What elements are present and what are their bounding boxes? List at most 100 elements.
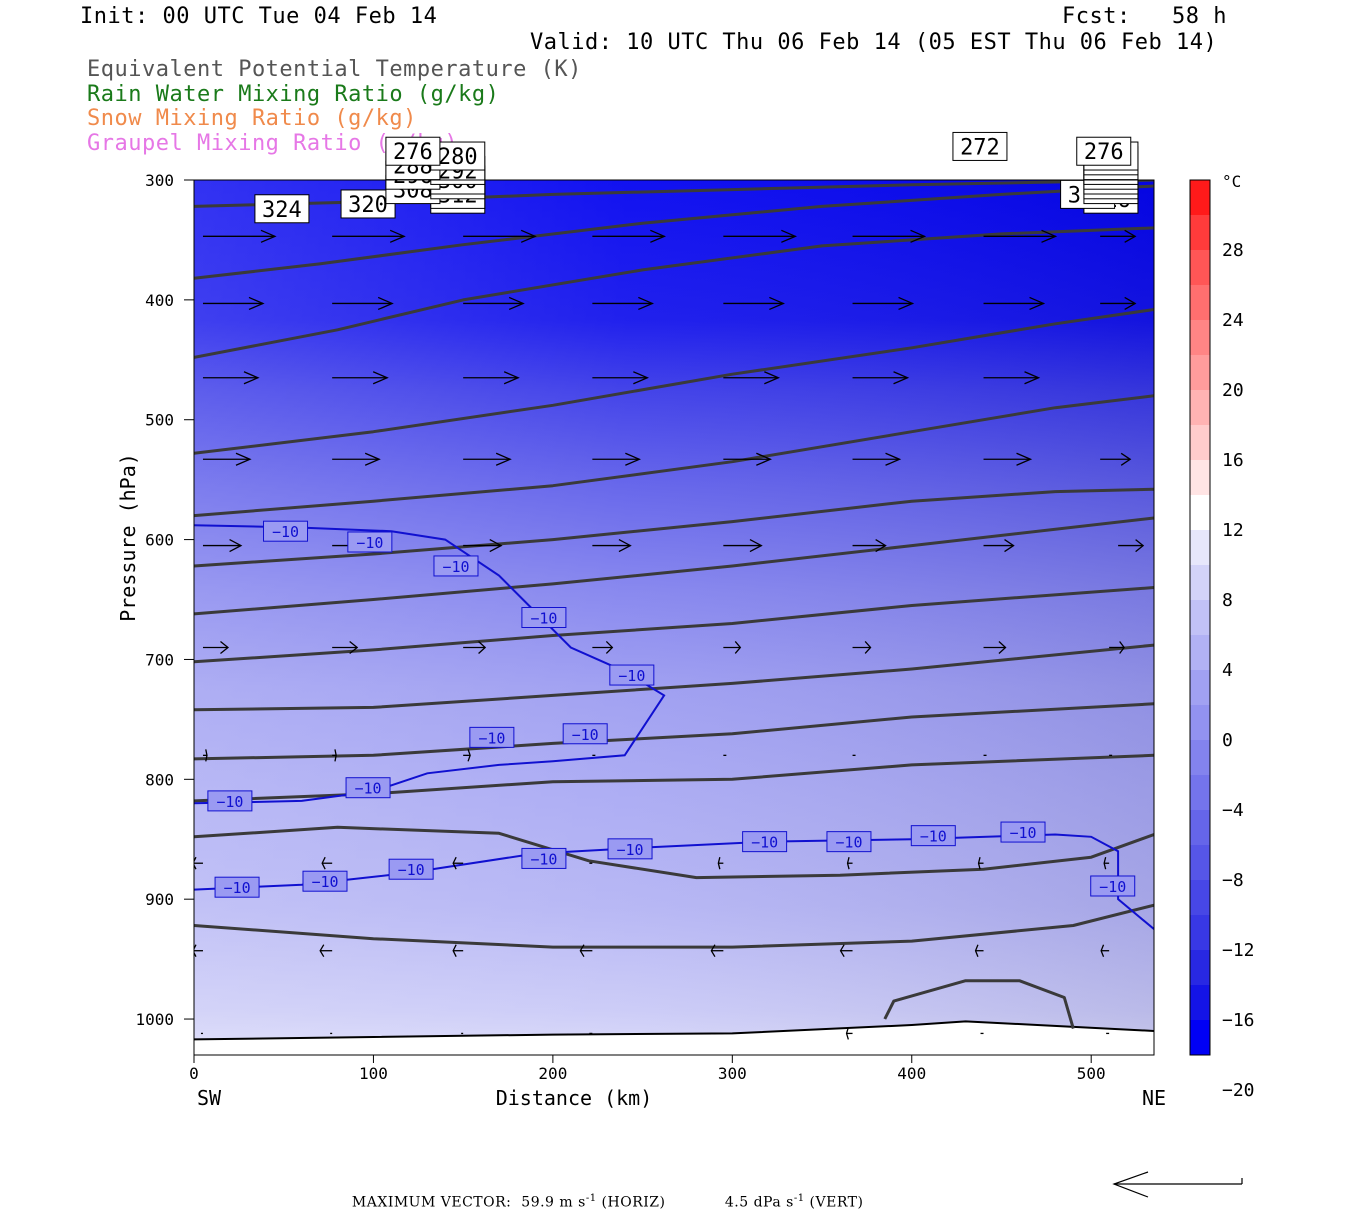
- wind-vector-head: [1016, 452, 1033, 466]
- temp-label: −10: [469, 726, 515, 748]
- temp-label-text: −10: [616, 841, 643, 859]
- temp-label-text: −10: [216, 793, 243, 811]
- temp-label: −10: [302, 870, 348, 892]
- x-end-label-left: SW: [197, 1086, 222, 1110]
- wind-vector: [463, 749, 471, 762]
- wind-vector-head: [364, 452, 381, 466]
- wind-vector: [723, 452, 772, 466]
- wind-vector-head: [1041, 229, 1058, 243]
- wind-vector-head: [243, 371, 260, 385]
- temp-label-box: [388, 858, 434, 880]
- wind-vector-head: [717, 857, 721, 870]
- footer-vector-scale: MAXIMUM VECTOR: 59.9 m s-1 (HORIZ) 4.5 d…: [342, 1177, 863, 1211]
- colorbar-label: 4: [1222, 660, 1233, 681]
- below-ground-area: [194, 1021, 1154, 1055]
- vert-value: 4.5 dPa s: [724, 1194, 794, 1211]
- wind-vector: [592, 641, 614, 654]
- colorbar-swatch: [1190, 600, 1210, 636]
- wind-vector-head: [229, 539, 243, 553]
- theta-e-contour-292: [194, 643, 1154, 712]
- temp-label: −10: [910, 825, 956, 847]
- wind-vector: [332, 452, 381, 466]
- wind-vector: [194, 944, 203, 958]
- theta-e-label: 272: [952, 131, 1008, 161]
- colorbar-swatch: [1190, 950, 1210, 986]
- wind-vector-head: [1024, 371, 1041, 385]
- wind-vector: [202, 640, 230, 654]
- wind-vector-head: [467, 749, 471, 762]
- wind-vector-head: [618, 539, 632, 553]
- wind-vector-head: [910, 229, 927, 243]
- wind-vector: [321, 856, 333, 870]
- wind-vector: [723, 371, 780, 385]
- wind-vector: [202, 296, 265, 311]
- colorbar-swatch: [1190, 425, 1210, 461]
- temp-label-text: −10: [920, 828, 947, 846]
- temp-label: −10: [388, 858, 434, 880]
- horiz-value: 59.9 m s: [521, 1194, 586, 1211]
- temp-label-text: −10: [224, 879, 251, 897]
- wind-vector: [723, 296, 785, 311]
- wind-vector: [202, 452, 252, 466]
- colorbar-swatch: [1190, 565, 1210, 601]
- legend-graupel: Graupel Mixing Ratio (g/kg): [87, 131, 459, 156]
- temp-label-box: [826, 831, 872, 853]
- theta-e-label-box: [952, 131, 1008, 161]
- theta-e-label-text: 324: [262, 198, 302, 223]
- theta-e-contour-280: [194, 825, 1154, 880]
- wind-vector-head: [220, 640, 230, 654]
- wind-vector-head: [638, 296, 655, 311]
- wind-vector: [452, 856, 464, 870]
- colorbar-swatch: [1190, 985, 1210, 1021]
- temp-label: −10: [521, 607, 567, 628]
- colorbar-swatch: [1190, 635, 1210, 671]
- colorbar-label: 16: [1222, 450, 1244, 471]
- wind-vector: [1109, 641, 1125, 654]
- wind-vector-head: [1124, 296, 1137, 311]
- y-axis-title: Pressure (hPa): [116, 453, 140, 622]
- temp-label-text: −10: [530, 610, 557, 628]
- wind-vector-head: [974, 944, 979, 957]
- wind-vector-head: [260, 229, 277, 243]
- wind-vector-head: [205, 749, 208, 762]
- wind-vector: [332, 640, 359, 654]
- temp-label-text: −10: [442, 558, 469, 576]
- x-tick-label: 400: [897, 1064, 926, 1083]
- colorbar-swatch: [1190, 810, 1210, 846]
- forecast-hour-label: Fcst: 58 h: [1062, 4, 1227, 29]
- wind-vector-head: [625, 452, 642, 466]
- temp-label: −10: [214, 876, 260, 898]
- wind-vector-head: [633, 371, 650, 385]
- y-tick-label: 900: [145, 890, 174, 909]
- wind-vector: [723, 229, 797, 243]
- temp-label: −10: [562, 723, 608, 745]
- wind-vector: [202, 229, 277, 243]
- temp-label-text: −10: [751, 834, 778, 852]
- wind-vector: [983, 452, 1033, 466]
- colorbar-swatch: [1190, 320, 1210, 356]
- wind-vector: [463, 371, 520, 385]
- wind-vector-head: [489, 539, 503, 553]
- theta-e-label-text: 276: [393, 140, 433, 165]
- y-tick-label: 800: [145, 770, 174, 789]
- colorbar-swatch: [1190, 915, 1210, 951]
- wind-vector-head: [194, 944, 197, 958]
- colorbar-label: −12: [1222, 940, 1255, 961]
- theta-e-label-box: [254, 194, 310, 224]
- temp-label-text: −10: [355, 780, 382, 798]
- wind-vector: [845, 1027, 853, 1040]
- vert-exponent: -1: [793, 1193, 805, 1204]
- wind-vector-head: [1029, 296, 1046, 311]
- wind-vector: [852, 452, 902, 466]
- wind-vector-head: [898, 296, 915, 311]
- theta-e-contour-288: [194, 702, 1154, 761]
- wind-vector-head: [885, 452, 902, 466]
- legend-snow: Snow Mixing Ratio (g/kg): [87, 106, 417, 131]
- temp-label-box: [521, 607, 567, 628]
- wind-vector: [1100, 296, 1137, 311]
- colorbar-swatch: [1190, 880, 1210, 916]
- temp-label-box: [910, 825, 956, 847]
- temp-label-box: [263, 520, 309, 542]
- wind-vector-head: [478, 640, 487, 654]
- wind-vector: [463, 229, 537, 243]
